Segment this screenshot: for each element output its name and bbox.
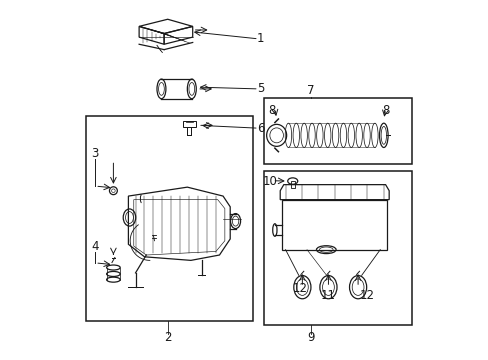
Bar <box>264 98 411 164</box>
Bar <box>183 121 195 127</box>
Text: 4: 4 <box>91 240 99 253</box>
Text: 7: 7 <box>306 84 314 97</box>
Text: 12: 12 <box>359 288 374 302</box>
Text: 6: 6 <box>256 122 264 135</box>
Bar <box>85 116 253 321</box>
Text: 12: 12 <box>292 283 307 296</box>
Bar <box>290 181 294 188</box>
Text: 5: 5 <box>256 82 264 95</box>
Text: 2: 2 <box>163 332 171 345</box>
Text: 8: 8 <box>382 104 389 117</box>
Text: 10: 10 <box>262 175 277 188</box>
Bar <box>282 200 386 249</box>
Text: 1: 1 <box>256 32 264 45</box>
Bar <box>264 171 411 325</box>
Text: 9: 9 <box>306 332 314 345</box>
Text: 3: 3 <box>91 147 99 160</box>
Text: 8: 8 <box>268 104 276 117</box>
Text: 11: 11 <box>320 288 335 302</box>
